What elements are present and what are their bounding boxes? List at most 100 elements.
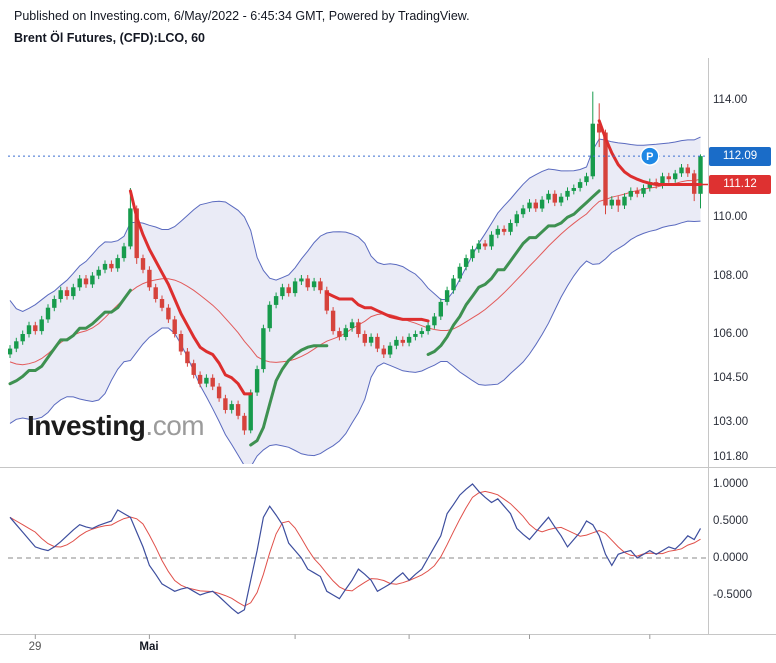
osc-tick-label: 0.5000 <box>713 515 749 527</box>
candle-body <box>254 369 260 393</box>
candle-body <box>552 193 557 203</box>
candle-body <box>197 374 203 384</box>
instrument-title: Brent Öl Futures, (CFD):LCO, 60 <box>14 31 205 45</box>
candle-body <box>539 199 545 209</box>
candle-body <box>482 243 488 247</box>
price-marker-circle[interactable] <box>640 146 660 166</box>
candle-body <box>261 328 266 370</box>
price-marker[interactable]: P <box>640 146 660 166</box>
candle-body <box>267 304 272 329</box>
investing-logo-suffix: .com <box>145 410 205 441</box>
candle-body <box>641 188 646 194</box>
candle-body <box>628 190 633 197</box>
oscillator-signal-line <box>9 490 701 607</box>
price-tick-label: 101.80 <box>713 451 749 463</box>
bollinger-lower-band <box>9 220 701 464</box>
candle-body <box>597 123 602 133</box>
candle-body <box>147 269 152 288</box>
candle-body <box>223 398 228 410</box>
candle-body <box>248 392 253 431</box>
candle-body <box>299 278 304 282</box>
candle-body <box>204 377 209 384</box>
candle-body <box>172 319 177 334</box>
candle-body <box>406 336 412 343</box>
price-tick-label: 104.50 <box>713 372 749 384</box>
candle-body <box>514 214 519 224</box>
candle-body <box>210 377 215 387</box>
main-panel[interactable] <box>8 91 703 467</box>
candle-body <box>685 167 690 174</box>
candle-body <box>635 190 640 194</box>
candle-body <box>495 228 500 235</box>
candle-body <box>280 287 285 297</box>
candle-body <box>58 290 63 299</box>
candle-body <box>603 132 608 206</box>
candle-body <box>115 258 120 269</box>
candle-body <box>508 223 513 232</box>
candle-body <box>660 176 665 186</box>
trend-line-up <box>426 189 601 356</box>
price-tick-label: 110.00 <box>713 211 748 223</box>
trend-line-up <box>249 344 329 447</box>
date-label-29: 29 <box>28 641 42 653</box>
candle-body <box>616 199 621 206</box>
candle-body <box>432 316 437 326</box>
candle-body <box>166 307 171 320</box>
candle-body <box>242 415 247 431</box>
price-marker-label: P <box>646 151 653 163</box>
candle-body <box>128 208 133 247</box>
candle-body <box>235 404 241 416</box>
price-tick-label: 106.00 <box>713 328 749 340</box>
candle-body <box>501 228 507 232</box>
candle-body <box>39 319 44 332</box>
candle-body <box>90 275 95 285</box>
candle-body <box>337 331 342 337</box>
candle-body <box>178 334 184 352</box>
candle-body <box>140 258 146 270</box>
trend-line-up <box>8 288 132 386</box>
candle-body <box>102 263 108 270</box>
investing-logo-text: Investing <box>27 410 146 441</box>
candle-body <box>558 196 564 203</box>
candle-body <box>134 208 139 259</box>
candle-body <box>286 287 291 294</box>
candle-body <box>400 339 405 343</box>
candle-body <box>444 290 450 302</box>
candle-body <box>273 296 279 305</box>
candle-body <box>546 193 551 200</box>
candle-body <box>527 202 532 209</box>
osc-tick-label: -0.5000 <box>713 589 753 601</box>
candle-body <box>191 363 196 375</box>
candle-body <box>413 334 418 337</box>
candle-body <box>463 258 469 267</box>
candle-body <box>533 202 538 209</box>
candle-body <box>77 278 82 288</box>
candle-body <box>185 351 190 364</box>
candle-body <box>381 348 386 355</box>
investing-logo: Investing.com <box>27 410 205 442</box>
trend-line-down <box>325 291 430 323</box>
candle-body <box>375 336 380 349</box>
candle-body <box>571 188 576 191</box>
candle-body <box>679 167 684 174</box>
price-tick-label: 103.00 <box>713 416 749 428</box>
bollinger-upper-band <box>9 136 701 313</box>
candle-body <box>565 190 570 197</box>
candle-body <box>324 290 329 311</box>
candle-body <box>647 182 652 188</box>
candle-body <box>330 310 336 332</box>
candle-body <box>489 234 494 247</box>
candle-body <box>153 287 158 299</box>
candle-body <box>609 199 614 206</box>
candle-body <box>216 386 222 399</box>
candle-body <box>229 404 234 410</box>
candle-body <box>52 299 57 308</box>
candle-body <box>305 278 310 288</box>
candle-body <box>451 278 456 291</box>
candle-body <box>349 322 355 329</box>
candle-body <box>343 328 348 337</box>
candle-body <box>96 269 101 276</box>
osc-tick-label: 1.0000 <box>713 478 749 490</box>
